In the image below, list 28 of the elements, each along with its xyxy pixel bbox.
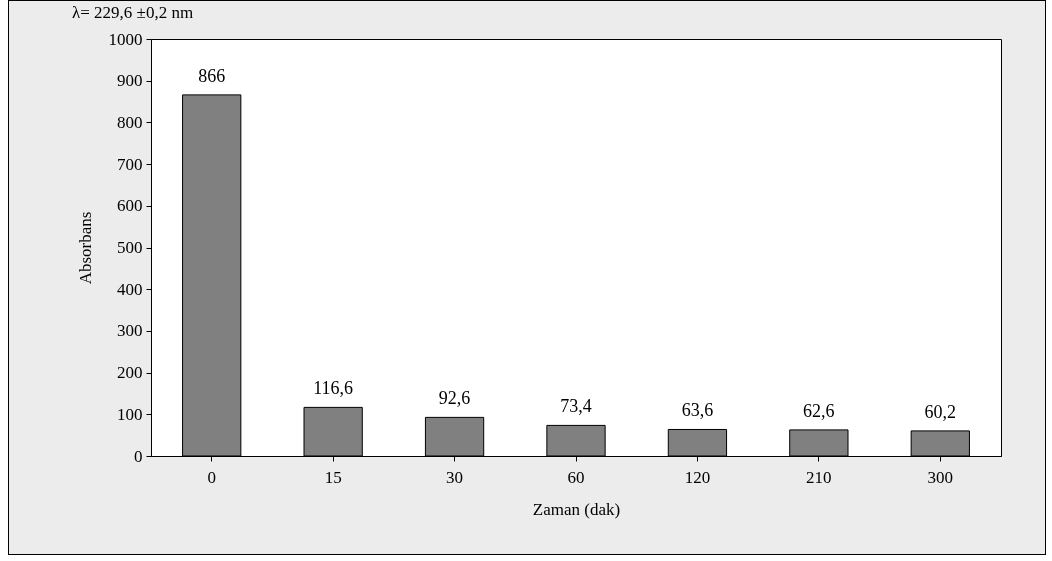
chart-title: λ= 229,6 ±0,2 nm	[72, 3, 194, 22]
y-tick-label: 500	[117, 238, 143, 257]
x-tick-label: 210	[806, 467, 832, 487]
x-tick-label: 300	[927, 467, 954, 487]
y-tick-label: 900	[117, 71, 143, 91]
y-tick-label: 700	[117, 154, 143, 174]
x-tick-label: 15	[324, 467, 342, 487]
x-tick-label: 120	[684, 467, 711, 487]
y-tick-label: 800	[117, 112, 143, 132]
x-tick-label: 0	[207, 467, 216, 487]
data-label: 866	[198, 65, 226, 86]
y-tick-label: 1000	[108, 29, 143, 49]
x-tick-label: 30	[446, 467, 464, 487]
y-axis-title: Absorbans	[75, 211, 95, 285]
x-axis-title: Zaman (dak)	[532, 499, 621, 519]
data-label: 92,6	[438, 388, 471, 409]
y-tick-label: 600	[117, 196, 143, 216]
data-label: 63,6	[681, 400, 714, 421]
y-tick-label: 300	[117, 321, 143, 341]
y-tick-label: 0	[134, 446, 143, 466]
data-label: 62,6	[803, 400, 835, 421]
y-tick-label: 100	[117, 404, 143, 424]
data-label: 73,4	[560, 396, 592, 417]
x-tick-label: 60	[567, 467, 585, 487]
y-tick-label: 200	[117, 363, 143, 383]
y-tick-label: 400	[117, 279, 143, 299]
data-label: 60,2	[924, 401, 957, 422]
data-label: 116,6	[313, 378, 354, 399]
